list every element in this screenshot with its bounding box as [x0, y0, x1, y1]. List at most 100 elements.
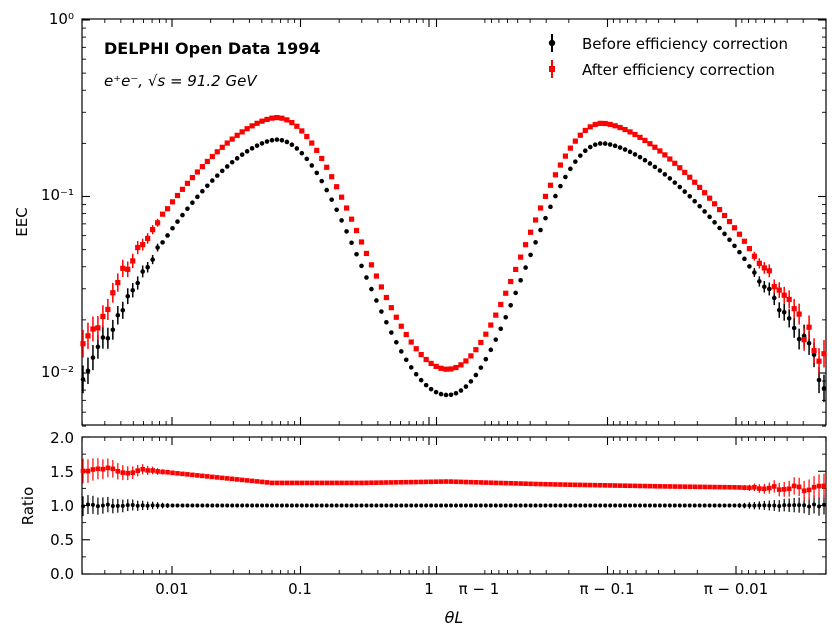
point-before: [160, 240, 165, 245]
xtick-label-0: 0.01: [155, 580, 188, 598]
point-before: [786, 316, 792, 321]
point-after: [716, 206, 723, 213]
ratio-point-after: [344, 480, 349, 486]
point-after: [771, 284, 777, 290]
point-before: [617, 145, 623, 150]
point-after: [523, 242, 529, 248]
ratio-point-before: [309, 503, 314, 508]
point-before: [757, 279, 762, 284]
ratio-tick-label-4: 2.0: [50, 429, 74, 447]
ratio-point-before: [623, 503, 628, 508]
point-before: [289, 142, 295, 147]
ratio-point-after: [533, 481, 538, 487]
ratio-point-after: [214, 475, 220, 480]
ratio-point-after: [528, 481, 533, 487]
point-after: [503, 290, 509, 296]
ratio-point-after: [408, 479, 414, 485]
point-after: [373, 273, 380, 279]
point-before: [339, 218, 344, 223]
point-before: [458, 388, 464, 393]
point-before: [389, 330, 394, 335]
ratio-point-after: [717, 484, 722, 490]
point-before: [508, 302, 513, 308]
ratio-point-before: [190, 503, 195, 508]
ratio-point-before: [359, 503, 364, 508]
point-after: [329, 174, 335, 180]
ratio-point-after: [791, 483, 797, 489]
point-after: [453, 364, 459, 371]
point-before: [145, 264, 150, 270]
point-before: [697, 203, 702, 209]
point-after: [751, 253, 757, 259]
ratio-point-before: [757, 503, 762, 508]
ratio-point-before: [578, 503, 583, 508]
ratio-point-before: [812, 502, 817, 507]
point-after: [85, 333, 91, 339]
ratio-point-after: [140, 466, 145, 472]
ratio-point-before: [265, 503, 270, 508]
point-before: [359, 263, 364, 269]
ratio-point-before: [324, 503, 329, 508]
point-after: [383, 294, 389, 301]
point-before: [85, 368, 91, 374]
point-after: [433, 363, 439, 369]
point-after: [80, 341, 86, 347]
point-before: [195, 194, 200, 200]
point-before: [309, 163, 315, 168]
point-after: [766, 268, 772, 274]
point-after: [513, 266, 519, 273]
ratio-point-before: [205, 503, 210, 508]
ratio-point-before: [165, 503, 170, 508]
ratio-point-after: [319, 480, 325, 486]
ratio-point-before: [558, 503, 563, 508]
point-after: [821, 351, 827, 357]
ratio-point-before: [637, 503, 642, 508]
point-before: [210, 178, 215, 183]
point-after: [806, 324, 812, 330]
ratio-point-before: [95, 504, 100, 509]
ratio-point-before: [677, 503, 682, 508]
point-after: [463, 358, 469, 364]
ratio-point-after: [359, 480, 364, 486]
point-after: [518, 254, 524, 260]
point-after: [334, 184, 340, 190]
point-before: [214, 173, 220, 178]
point-after: [542, 193, 549, 199]
point-before: [229, 159, 235, 165]
point-after: [622, 126, 628, 133]
point-before: [587, 144, 593, 150]
point-before: [379, 309, 384, 314]
point-before: [354, 251, 359, 257]
point-before: [200, 188, 205, 194]
point-after: [159, 211, 166, 217]
ratio-point-before: [215, 503, 220, 508]
ratio-point-after: [796, 484, 802, 490]
point-before: [528, 252, 533, 258]
ratio-point-after: [364, 480, 369, 486]
point-after: [388, 305, 394, 311]
ratio-point-after: [722, 484, 727, 490]
ratio-point-before: [483, 503, 488, 508]
point-after: [552, 172, 559, 178]
ratio-point-after: [398, 479, 404, 485]
ratio-point-after: [229, 476, 235, 482]
ratio-point-before: [439, 503, 444, 508]
ratio-point-after: [269, 480, 275, 486]
ratio-point-before: [329, 503, 334, 508]
point-before: [369, 286, 374, 292]
ratio-point-after: [627, 483, 633, 489]
point-after: [130, 258, 136, 264]
ratio-point-after: [677, 484, 683, 489]
xtick-label-1: 0.1: [288, 580, 312, 598]
point-after: [617, 124, 623, 131]
ratio-point-after: [389, 480, 394, 485]
point-before: [150, 257, 155, 262]
ratio-point-after: [801, 488, 807, 494]
ratio-point-after: [762, 486, 767, 492]
point-after: [100, 313, 106, 320]
ratio-point-after: [438, 479, 444, 484]
point-before: [801, 333, 807, 339]
point-before: [269, 137, 275, 143]
point-before: [80, 377, 86, 382]
ratio-point-after: [747, 485, 752, 491]
